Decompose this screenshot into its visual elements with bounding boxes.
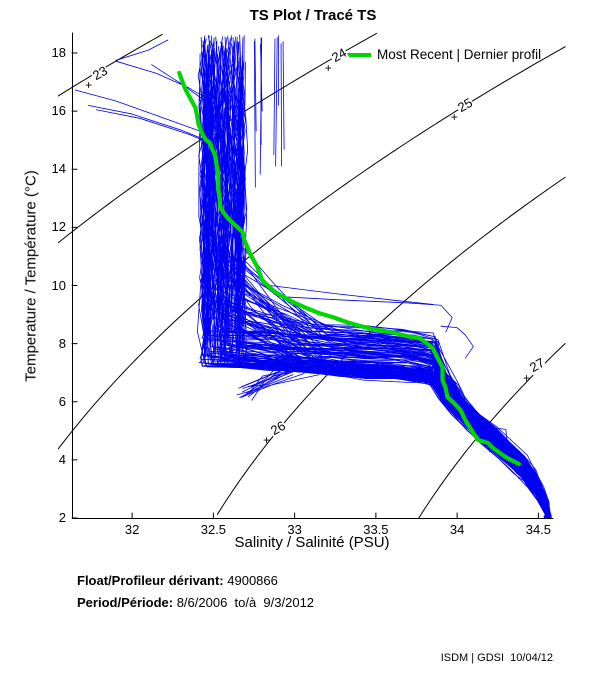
period-value: 8/6/2006 to/à 9/3/2012: [173, 595, 315, 610]
contour-plus-mark: +: [85, 78, 93, 93]
x-axis-label: Salinity / Salinité (PSU): [234, 534, 390, 551]
contour-plus-mark: +: [523, 370, 531, 385]
x-tick-label: 34: [449, 522, 465, 537]
contour-plus-mark: +: [324, 60, 332, 75]
y-tick-label: 14: [51, 161, 66, 177]
x-tick-label: 33: [287, 522, 302, 537]
float-id-value: 4900866: [223, 573, 278, 588]
y-tick-label: 6: [58, 393, 66, 409]
y-tick-label: 2: [58, 510, 66, 525]
agency-credit: ISDM | GDSI 10/04/12: [440, 652, 553, 664]
float-id-line: Float/Profileur dérivant: 4900866: [77, 570, 314, 592]
y-tick-label: 4: [58, 451, 66, 467]
x-tick-label: 33.5: [363, 522, 389, 537]
y-tick-label: 18: [51, 45, 66, 61]
legend-label: Most Recent | Dernier profil: [377, 47, 542, 62]
float-id-label: Float/Profileur dérivant:: [77, 573, 224, 588]
chart-title: TS Plot / Tracé TS: [249, 7, 377, 24]
x-tick-label: 32: [124, 522, 140, 537]
x-tick-label: 32.5: [200, 522, 227, 537]
footer-info: Float/Profileur dérivant: 4900866 Period…: [77, 570, 314, 614]
y-tick-label: 10: [51, 277, 66, 293]
y-tick-label: 12: [51, 219, 66, 235]
period-line: Period/Période: 8/6/2006 to/à 9/3/2012: [77, 592, 314, 614]
contour-plus-mark: +: [450, 109, 458, 124]
legend: Most Recent | Dernier profil: [338, 47, 541, 62]
period-label: Period/Période:: [77, 595, 174, 610]
legend-most-recent-line-swatch: [338, 52, 371, 57]
x-tick-label: 34.5: [525, 522, 552, 537]
y-tick-label: 8: [58, 335, 66, 351]
contour-plus-mark: +: [263, 433, 271, 448]
y-tick-label: 16: [51, 103, 66, 119]
